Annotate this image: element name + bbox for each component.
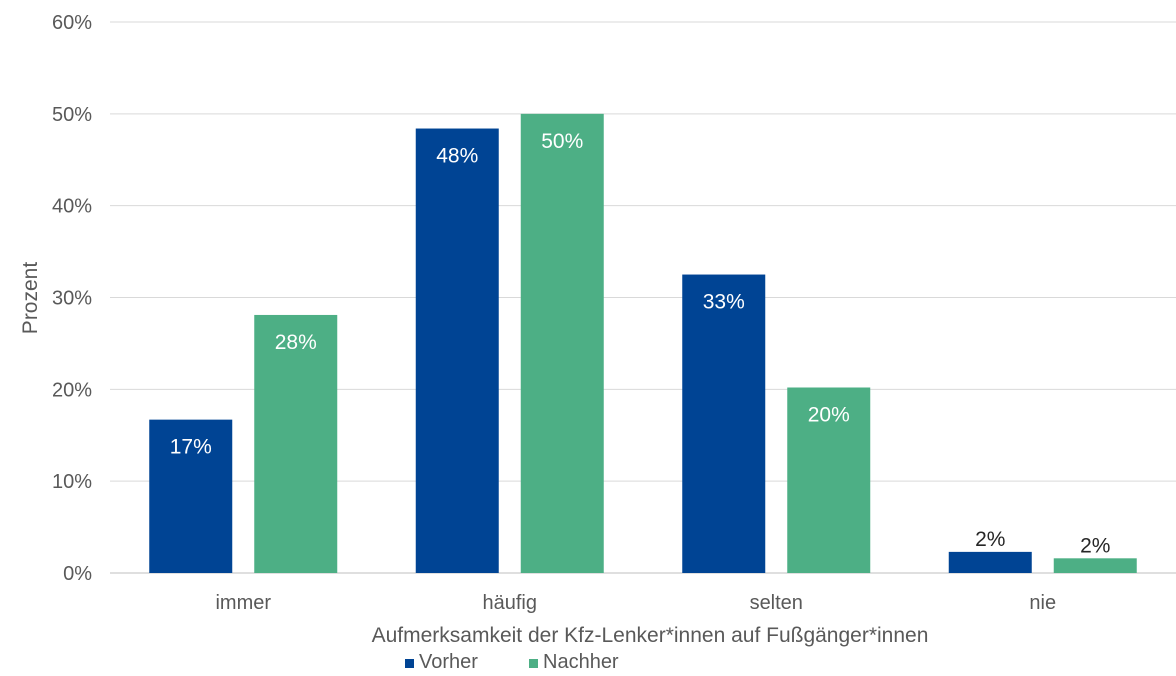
y-axis-ticks: 0% 10% 20% 30% 40% 50% 60%	[52, 12, 92, 585]
y-axis-title: Prozent	[19, 262, 42, 335]
x-tick-label: nie	[1029, 592, 1056, 614]
bar-nachher-0	[254, 314, 338, 573]
legend-swatch-nachher	[529, 659, 538, 668]
bar-vorher-0	[149, 419, 233, 573]
bar-vorher-3	[948, 551, 1032, 573]
data-label: 2%	[975, 528, 1005, 551]
x-tick-label: immer	[215, 592, 271, 614]
y-tick-label: 20%	[52, 379, 92, 401]
data-label: 2%	[1080, 534, 1110, 557]
legend-label-nachher: Nachher	[543, 651, 619, 673]
y-tick-label: 0%	[63, 563, 92, 585]
y-tick-label: 60%	[52, 12, 92, 34]
x-axis-categories: immer häufig selten nie	[215, 592, 1056, 614]
data-label: 50%	[541, 130, 583, 153]
data-labels: 17% 28% 48% 50% 33% 20% 2% 2%	[170, 130, 1111, 557]
data-label: 17%	[170, 436, 212, 459]
y-tick-label: 10%	[52, 471, 92, 493]
data-label: 48%	[436, 145, 478, 168]
legend: Vorher Nachher	[405, 651, 619, 673]
data-label: 20%	[808, 403, 850, 426]
y-tick-label: 40%	[52, 196, 92, 218]
x-axis-title: Aufmerksamkeit der Kfz-Lenker*innen auf …	[372, 624, 929, 647]
x-tick-label: häufig	[483, 592, 538, 614]
legend-label-vorher: Vorher	[419, 651, 478, 673]
bars	[149, 113, 1137, 573]
bar-nachher-1	[520, 113, 604, 573]
data-label: 28%	[275, 331, 317, 354]
legend-swatch-vorher	[405, 659, 414, 668]
y-tick-label: 50%	[52, 104, 92, 126]
bar-vorher-1	[415, 128, 499, 573]
bar-vorher-2	[682, 274, 766, 573]
data-label: 33%	[703, 291, 745, 314]
bar-nachher-2	[787, 387, 871, 573]
y-tick-label: 30%	[52, 288, 92, 310]
x-tick-label: selten	[750, 592, 803, 614]
bar-nachher-3	[1053, 558, 1137, 573]
